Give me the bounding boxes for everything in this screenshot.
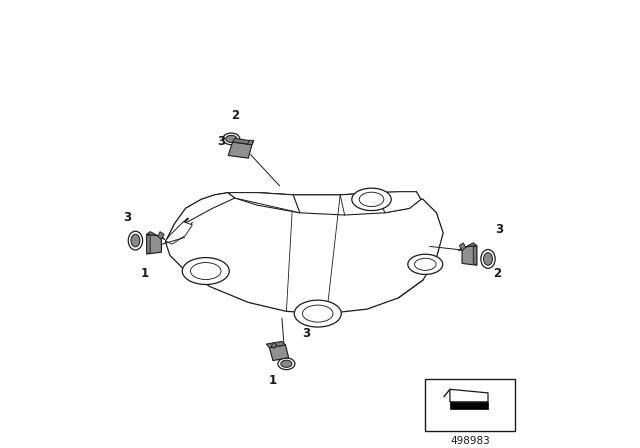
Polygon shape <box>165 193 235 242</box>
Polygon shape <box>147 234 150 254</box>
Text: 498983: 498983 <box>450 436 490 446</box>
Polygon shape <box>158 232 164 240</box>
Text: 3: 3 <box>124 211 131 224</box>
Ellipse shape <box>278 358 295 370</box>
Polygon shape <box>228 142 252 158</box>
Ellipse shape <box>128 231 143 250</box>
Polygon shape <box>147 232 165 240</box>
Ellipse shape <box>294 300 341 327</box>
Ellipse shape <box>303 305 333 322</box>
Polygon shape <box>460 243 466 251</box>
Text: 3: 3 <box>218 134 225 148</box>
Ellipse shape <box>352 188 391 211</box>
Polygon shape <box>266 341 285 348</box>
Polygon shape <box>271 342 276 349</box>
Polygon shape <box>228 192 421 215</box>
Polygon shape <box>473 246 477 265</box>
Text: 2: 2 <box>493 267 501 280</box>
Text: 3: 3 <box>495 223 503 236</box>
Ellipse shape <box>281 360 292 367</box>
Bar <box>425 379 515 431</box>
Text: 2: 2 <box>231 108 239 122</box>
Ellipse shape <box>191 263 221 280</box>
Polygon shape <box>462 246 477 265</box>
Polygon shape <box>376 192 421 213</box>
Polygon shape <box>165 193 443 314</box>
Ellipse shape <box>182 258 229 284</box>
Polygon shape <box>248 140 253 145</box>
Polygon shape <box>458 243 477 251</box>
Polygon shape <box>269 345 289 361</box>
Ellipse shape <box>415 258 436 271</box>
Polygon shape <box>450 402 488 409</box>
Polygon shape <box>450 389 488 402</box>
Ellipse shape <box>131 234 140 247</box>
Ellipse shape <box>359 192 384 207</box>
Text: 1: 1 <box>269 374 277 388</box>
Ellipse shape <box>226 135 237 142</box>
Polygon shape <box>228 193 300 213</box>
Polygon shape <box>165 222 192 244</box>
Ellipse shape <box>223 133 240 145</box>
Polygon shape <box>147 234 161 254</box>
Polygon shape <box>233 138 253 145</box>
Ellipse shape <box>481 250 495 268</box>
Ellipse shape <box>484 253 493 265</box>
Text: 3: 3 <box>303 327 310 340</box>
Ellipse shape <box>408 254 443 274</box>
Text: 1: 1 <box>140 267 148 280</box>
